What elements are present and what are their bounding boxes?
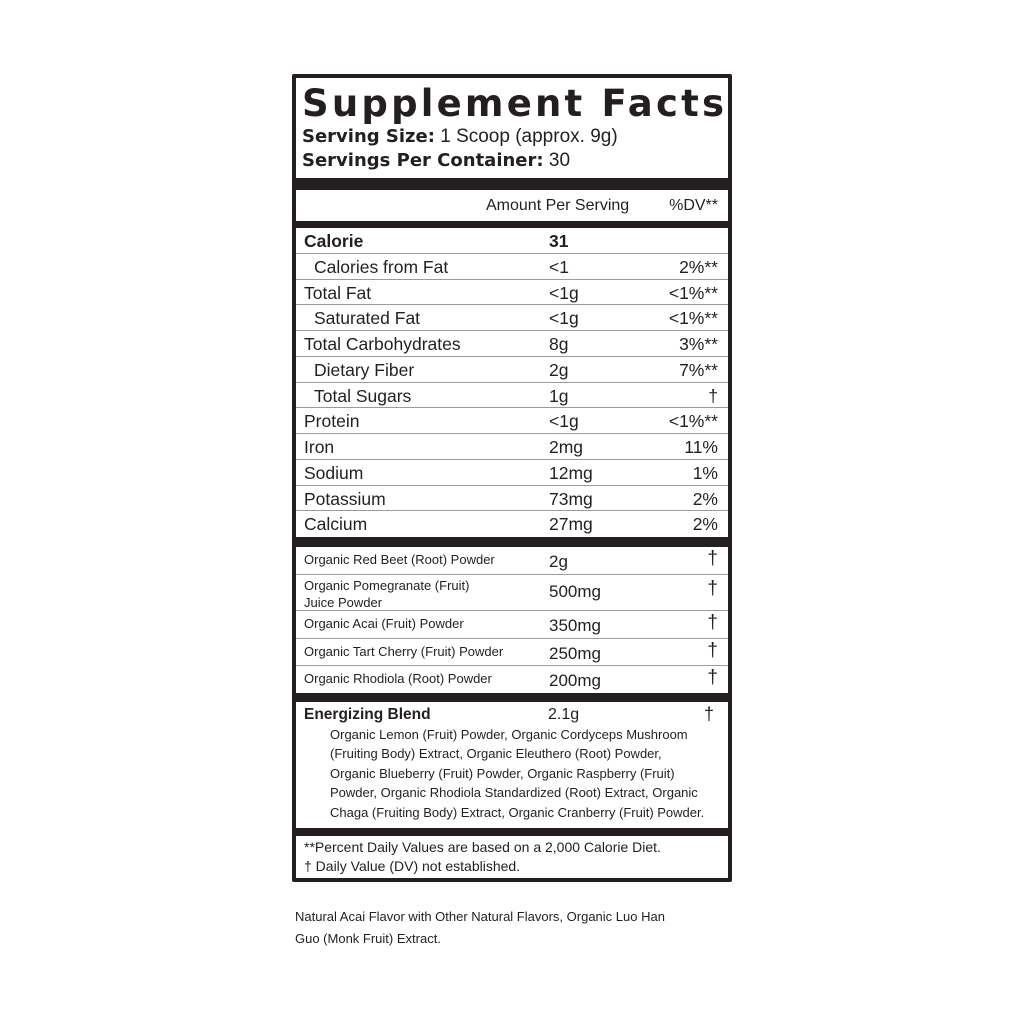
nutrient-dv: <1%** <box>668 282 718 303</box>
footnote-dagger: † Daily Value (DV) not established. <box>304 858 521 874</box>
other-ingredients: Natural Acai Flavor with Other Natural F… <box>295 909 665 946</box>
nutrient-row: Potassium 73mg 2% <box>296 486 728 512</box>
ingredient-amount: 200mg <box>549 671 601 690</box>
blend-amount: 2.1g <box>548 706 580 723</box>
servings-value: 30 <box>548 150 571 171</box>
nutrient-table: Calorie 31 Calories from Fat <1 2%** Total Fa… <box>296 228 728 537</box>
ingredient-name: Organic Tart Cherry (Fruit) Powder <box>304 644 504 659</box>
ingredient-row: Organic Acai (Fruit) Powder 350mg † <box>296 611 728 639</box>
footnotes: **Percent Daily Values are based on a 2,… <box>296 836 728 878</box>
nutrient-name: Protein <box>304 411 360 432</box>
nutrient-amount: 2mg <box>549 437 584 457</box>
nutrient-row: Dietary Fiber 2g 7%** <box>296 357 728 383</box>
nutrient-name: Calories from Fat <box>314 256 449 277</box>
nutrient-row: Calcium 27mg 2% <box>296 511 728 536</box>
column-header-row: Amount Per Serving %DV** <box>296 190 728 221</box>
ingredient-amount: 500mg <box>549 582 601 601</box>
ingredient-amount: 350mg <box>549 616 601 635</box>
ingredient-row: Organic Rhodiola (Root) Powder 200mg † <box>296 666 728 692</box>
nutrient-row: Calories from Fat <1 2%** <box>296 254 728 280</box>
ingredient-dv: † <box>707 548 718 569</box>
nutrient-dv: 2%** <box>679 256 718 277</box>
serving-size-value: 1 Scoop (approx. 9g) <box>440 126 618 147</box>
nutrient-name: Iron <box>304 437 335 457</box>
nutrient-row: Total Sugars 1g † <box>296 383 728 409</box>
nutrient-dv: 2% <box>692 488 718 509</box>
nutrient-dv: 7%** <box>679 359 718 380</box>
ingredient-dv: † <box>707 578 718 599</box>
nutrient-row: Saturated Fat <1g <1%** <box>296 305 728 331</box>
blend-dv: † <box>703 704 714 724</box>
nutrient-row: Iron 2mg 11% <box>296 434 728 460</box>
servings-per-container: Servings Per Container: 30 <box>302 150 570 172</box>
panel-header: Supplement Facts Serving Size: 1 Scoop (… <box>296 78 728 178</box>
ingredient-amount: 2g <box>549 552 568 571</box>
nutrient-name: Calorie <box>304 231 364 251</box>
nutrient-amount: 1g <box>549 385 569 406</box>
nutrient-name: Sodium <box>304 462 364 483</box>
nutrient-name: Potassium <box>304 488 386 509</box>
nutrient-name: Dietary Fiber <box>314 359 415 380</box>
nutrient-row: Protein <1g <1%** <box>296 408 728 434</box>
nutrient-name: Saturated Fat <box>314 308 421 329</box>
ingredient-row: Organic Red Beet (Root) Powder 2g † <box>296 547 728 575</box>
nutrient-amount: 8g <box>549 334 569 354</box>
ingredient-name: Organic Acai (Fruit) Powder <box>304 616 464 631</box>
nutrient-dv: <1%** <box>668 411 718 432</box>
nutrient-name: Total Sugars <box>314 385 412 406</box>
nutrient-amount: 27mg <box>549 514 593 535</box>
nutrient-row: Total Carbohydrates 8g 3%** <box>296 331 728 357</box>
nutrient-dv: † <box>708 385 718 406</box>
nutrient-amount: 73mg <box>549 488 593 509</box>
nutrient-amount: <1 <box>549 256 569 277</box>
nutrient-dv: 3%** <box>679 334 718 354</box>
servings-label: Servings Per Container: <box>302 150 544 171</box>
blend-contents: Organic Lemon (Fruit) Powder, Organic Co… <box>330 727 705 820</box>
ingredient-dv: † <box>707 640 718 661</box>
ingredient-dv: † <box>707 612 718 633</box>
amount-header: Amount Per Serving <box>486 197 630 214</box>
nutrient-dv: <1%** <box>668 308 718 329</box>
ingredient-dv: † <box>707 667 718 688</box>
nutrient-name: Calcium <box>304 514 368 535</box>
blend-name: Energizing Blend <box>304 706 431 723</box>
nutrient-dv: 2% <box>692 514 718 535</box>
supplement-facts-panel: Supplement Facts Serving Size: 1 Scoop (… <box>292 74 732 882</box>
nutrient-amount: 12mg <box>549 462 593 483</box>
nutrient-row: Calorie 31 <box>296 228 728 254</box>
ingredient-row: Organic Pomegranate (Fruit) Juice Powder… <box>296 575 728 611</box>
nutrient-name: Total Carbohydrates <box>304 334 461 354</box>
nutrient-row: Total Fat <1g <1%** <box>296 280 728 306</box>
ingredient-row: Organic Tart Cherry (Fruit) Powder 250mg † <box>296 639 728 666</box>
footnote-dv: **Percent Daily Values are based on a 2,… <box>304 839 661 855</box>
ingredient-name: Organic Pomegranate (Fruit) Juice Powder <box>304 578 470 610</box>
nutrient-dv: 11% <box>684 437 718 457</box>
nutrient-dv: 1% <box>692 462 718 483</box>
ingredient-amount: 250mg <box>549 644 601 663</box>
ingredient-name: Organic Rhodiola (Root) Powder <box>304 671 492 686</box>
serving-size: Serving Size: 1 Scoop (approx. 9g) <box>302 126 618 148</box>
nutrient-amount: <1g <box>549 308 579 329</box>
serving-size-label: Serving Size: <box>302 126 435 147</box>
dv-header: %DV** <box>669 197 718 214</box>
nutrient-row: Sodium 12mg 1% <box>296 460 728 486</box>
ingredient-table: Organic Red Beet (Root) Powder 2g † Organic… <box>296 547 728 693</box>
ingredient-name: Organic Red Beet (Root) Powder <box>304 552 495 567</box>
energizing-blend: Energizing Blend 2.1g † Organic Lemon (F… <box>296 702 728 828</box>
nutrient-amount: <1g <box>549 282 579 303</box>
nutrient-name: Total Fat <box>304 282 372 303</box>
nutrient-amount: 2g <box>549 359 569 380</box>
nutrient-amount: 31 <box>549 231 569 251</box>
nutrient-amount: <1g <box>549 411 579 432</box>
panel-title: Supplement Facts <box>302 82 728 125</box>
